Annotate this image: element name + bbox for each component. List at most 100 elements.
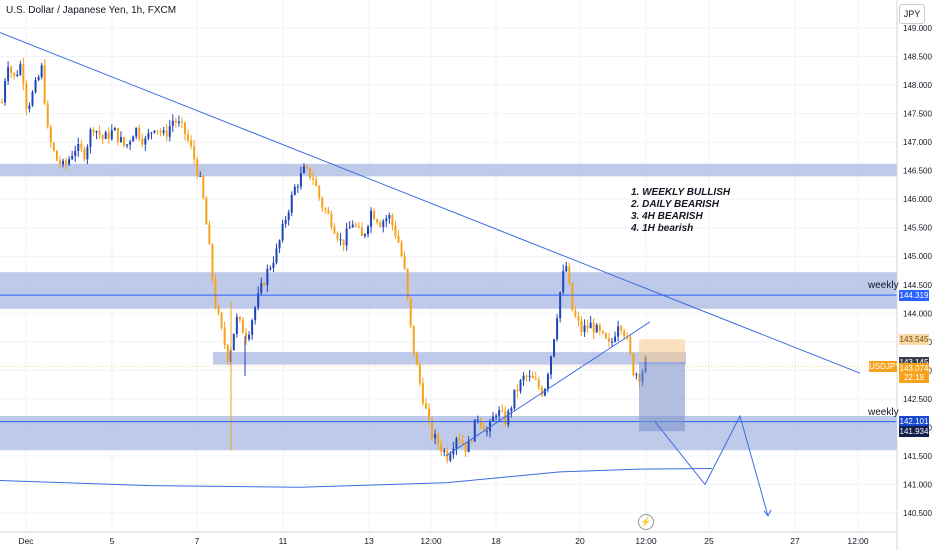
mid-zone — [213, 352, 686, 365]
candle-body — [208, 224, 211, 245]
candle-body — [379, 222, 382, 227]
candle-body — [424, 403, 427, 409]
candle-body — [196, 159, 199, 176]
candle-body — [232, 333, 235, 351]
candle-body — [336, 233, 339, 240]
candle-body — [156, 130, 159, 132]
candle-body — [449, 454, 452, 461]
candle-body — [281, 223, 284, 241]
candle-body — [598, 324, 601, 331]
candle-body — [223, 327, 226, 346]
candle-body — [354, 224, 357, 226]
candle-body — [174, 120, 177, 124]
candle-body — [205, 198, 208, 225]
candle-body — [238, 316, 241, 320]
x-tick-label: 12:00 — [635, 536, 657, 546]
candle-body — [74, 150, 77, 157]
candle-body — [43, 65, 46, 104]
candle-body — [513, 389, 516, 409]
candle-body — [55, 150, 58, 161]
candle-body — [214, 279, 217, 308]
candle-body — [473, 419, 476, 442]
candle-body — [110, 130, 113, 140]
candle-body — [339, 239, 342, 241]
candle-body — [345, 228, 348, 246]
candle-body — [553, 339, 556, 357]
candle-body — [571, 283, 574, 311]
candle-body — [330, 213, 333, 227]
stop-loss-zone — [639, 339, 685, 363]
candle-body — [19, 64, 22, 75]
candle-body — [543, 389, 546, 396]
candle-body — [586, 325, 589, 329]
candle-body — [68, 159, 71, 165]
candle-body — [257, 292, 260, 308]
candle-body — [443, 450, 446, 452]
candle-body — [254, 307, 257, 321]
candle-body — [101, 135, 104, 139]
x-tick-label: 5 — [110, 536, 115, 546]
candle-body — [92, 129, 95, 133]
candle-body — [293, 186, 296, 195]
candle-body — [40, 65, 43, 77]
candle-body — [263, 283, 266, 286]
candle-body — [583, 325, 586, 332]
candle-body — [437, 434, 440, 445]
y-tick-label: 144.000 — [903, 309, 932, 318]
candle-body — [123, 137, 125, 146]
candle-body — [623, 330, 626, 337]
candle-body — [83, 148, 86, 160]
candle-body — [519, 380, 522, 392]
candle-body — [71, 156, 74, 160]
y-tick-label: 147.000 — [903, 138, 932, 147]
grid — [0, 0, 897, 532]
candle-body — [16, 74, 19, 76]
currency-button[interactable]: JPY — [899, 4, 925, 24]
candle-body — [434, 434, 437, 439]
candle-body — [220, 312, 223, 328]
analysis-note: 4. 1H bearish — [631, 223, 694, 234]
candle-body — [62, 160, 64, 165]
candle-body — [177, 121, 180, 124]
candle-body — [52, 142, 55, 151]
y-tick-label: 146.500 — [903, 167, 932, 176]
candle-body — [482, 426, 485, 432]
candle-body — [31, 92, 34, 106]
candle-body — [296, 186, 299, 188]
candle-body — [144, 138, 147, 145]
candle-body — [498, 410, 501, 416]
candle-body — [617, 326, 620, 337]
analysis-note: 1. WEEKLY BULLISH — [631, 187, 731, 198]
candle-body — [266, 268, 269, 286]
candle-body — [421, 383, 424, 404]
candle-body — [217, 307, 220, 313]
candle-body — [269, 267, 272, 269]
candle-body — [440, 444, 443, 452]
candle-body — [495, 415, 498, 417]
chart-title: U.S. Dollar / Japanese Yen, 1h, FXCM — [6, 5, 177, 16]
candle-body — [187, 134, 190, 141]
y-tick-label: 141.000 — [903, 480, 932, 489]
candle-body — [479, 419, 482, 427]
price-tag: 141.934 — [899, 425, 929, 437]
candle-body — [251, 320, 254, 335]
candle-body — [629, 337, 632, 354]
candle-body — [324, 208, 327, 211]
candle-body — [476, 419, 479, 421]
candle-body — [113, 128, 116, 131]
lightning-icon[interactable]: ⚡ — [638, 514, 654, 530]
candle-body — [363, 234, 366, 236]
candle-body — [357, 225, 360, 228]
candle-body — [7, 67, 10, 81]
candle-body — [370, 210, 373, 227]
y-tick-label: 147.500 — [903, 110, 932, 119]
price-tag: 144.319 — [899, 289, 929, 301]
candle-body — [550, 356, 552, 375]
candle-body — [299, 173, 302, 187]
candle-body — [397, 235, 400, 243]
candle-body — [318, 186, 321, 198]
descending-trendline — [0, 32, 861, 374]
candle-body — [321, 197, 324, 209]
x-tick-label: 11 — [279, 536, 288, 546]
